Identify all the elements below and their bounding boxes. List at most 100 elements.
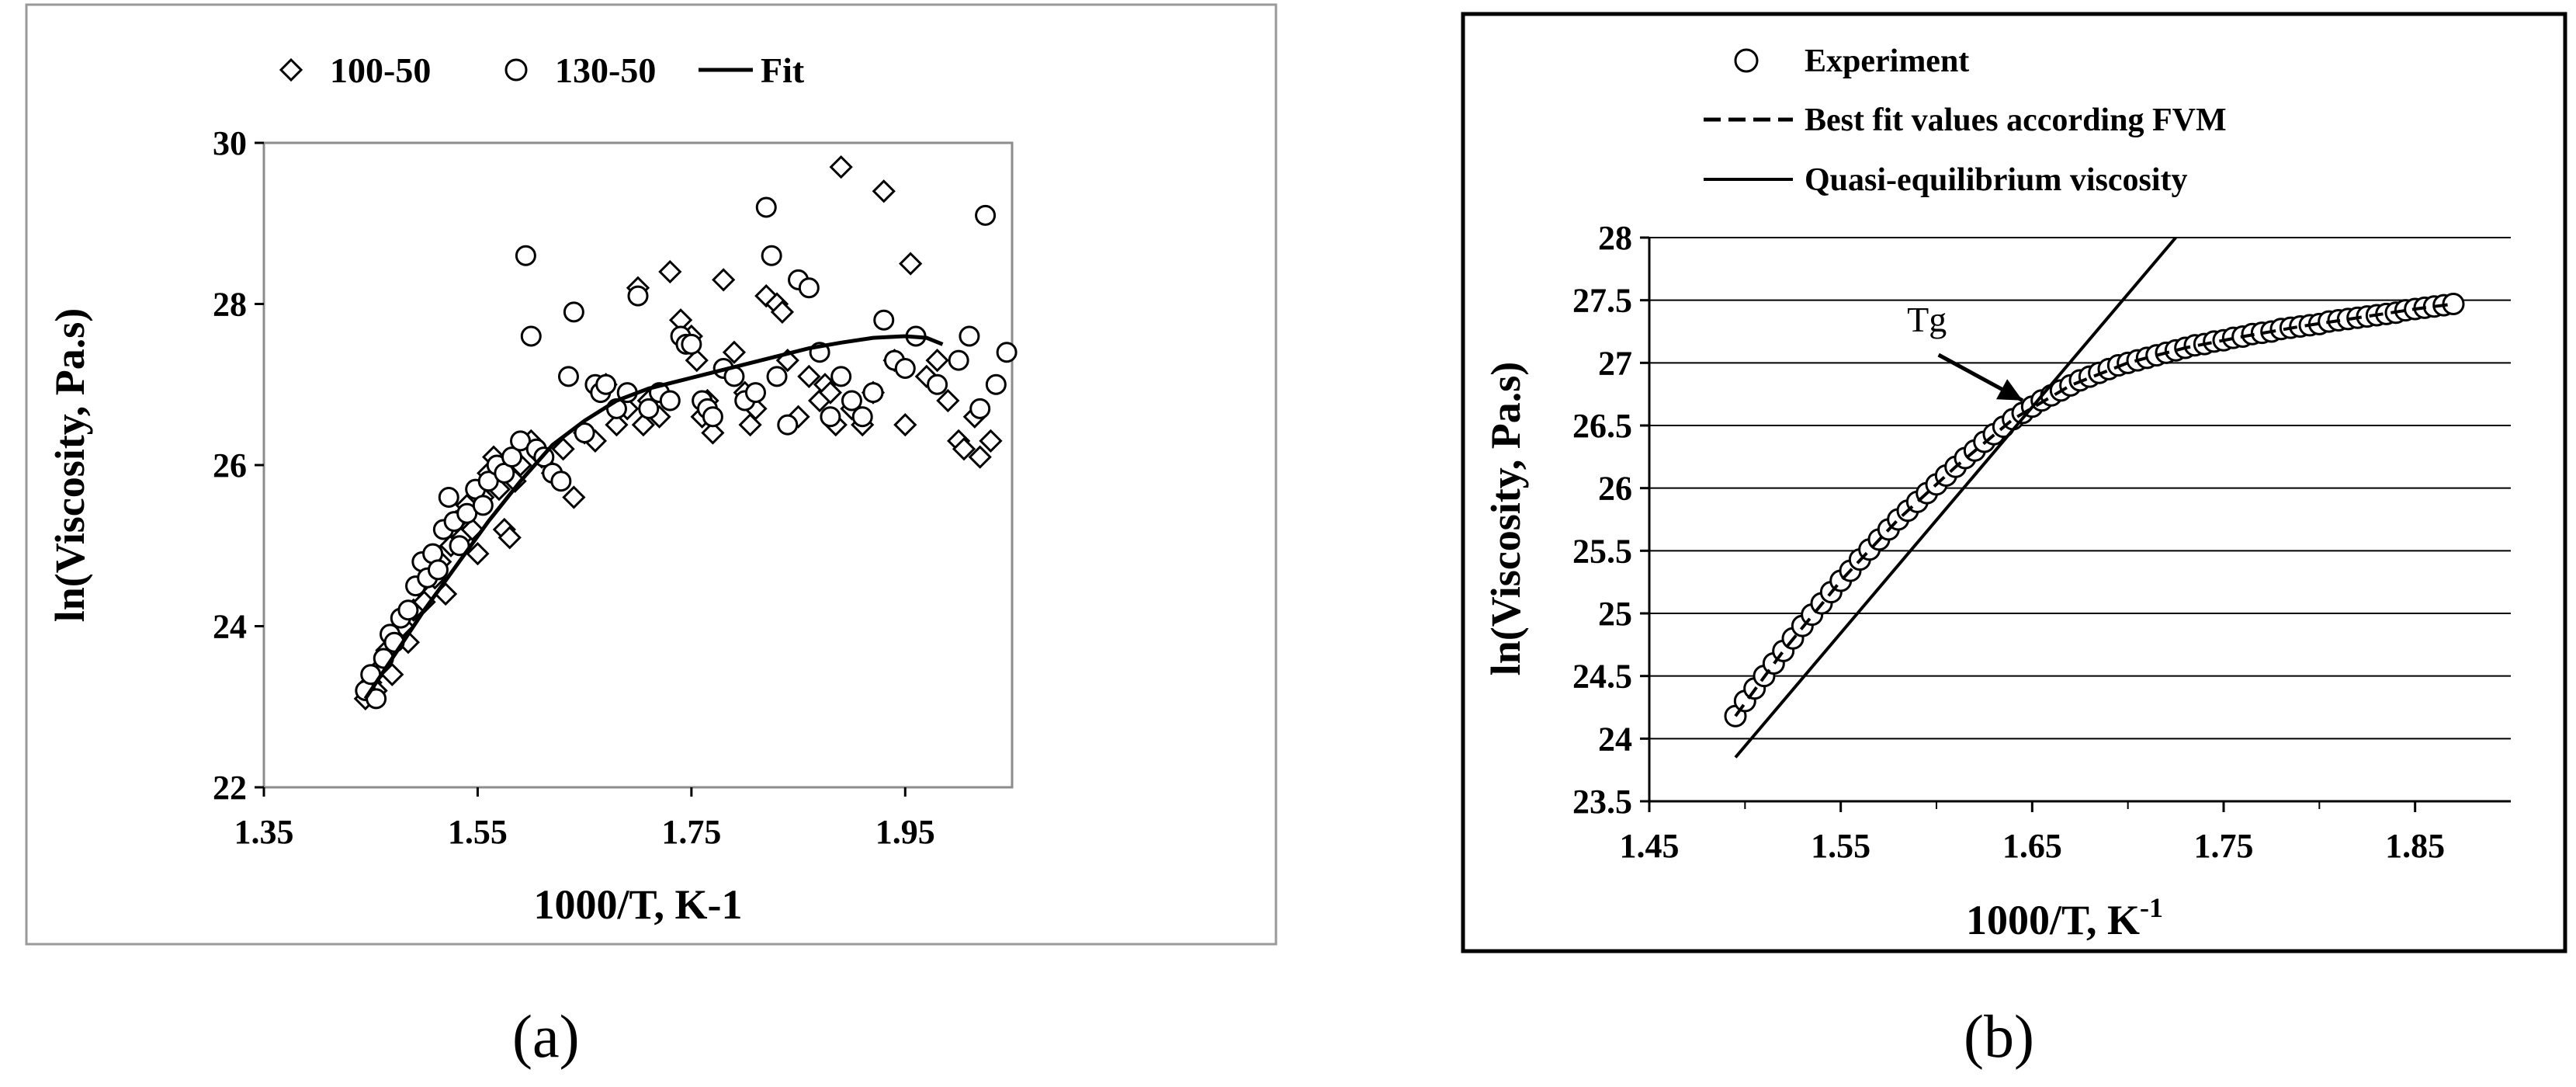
chart-b-y-tick-label: 24.5 <box>1572 658 1632 696</box>
chart-a-diamond-point <box>605 413 629 437</box>
chart-b-y-tick-label: 27 <box>1598 344 1632 382</box>
chart-a-y-axis-label: ln(Viscosity, Pa.s) <box>47 308 93 623</box>
chart-a-circle-point <box>510 430 532 452</box>
chart-a-legend-circle-icon <box>504 58 528 82</box>
chart-a-diamond-point <box>658 259 682 284</box>
chart-a-y-tick-label: 24 <box>213 608 247 646</box>
chart-a-circle-point <box>744 382 766 404</box>
chart-a-marks <box>353 155 1018 710</box>
chart-b-y-tick-label: 26 <box>1598 470 1632 508</box>
chart-a-y-ticks: 22 24 26 28 30 <box>213 124 264 807</box>
chart-a-diamond-point <box>893 413 917 437</box>
chart-a-circle-point <box>574 422 595 443</box>
chart-a-circle-point <box>638 398 660 419</box>
chart-a-legend: 100-50 130-50 Fit <box>279 50 805 90</box>
chart-b-y-tick-label: 23.5 <box>1572 783 1632 821</box>
chart-b-x-ticks: 1.45 1.55 1.65 1.75 1.85 <box>1620 801 2445 865</box>
chart-a-circle-point <box>755 196 777 218</box>
chart-b-axes <box>1648 238 2511 803</box>
chart-a-y-tick-label: 28 <box>213 286 247 324</box>
chart-a-circle-point <box>761 245 782 266</box>
chart-a-circle-point <box>515 245 536 266</box>
chart-a-diamond-point <box>551 437 575 461</box>
chart-a-circle-point <box>456 502 478 524</box>
chart-a-legend-label: 130-50 <box>555 50 656 90</box>
chart-a-legend-item-3: Fit <box>699 50 805 90</box>
chart-b-x-tick-label: 1.55 <box>1811 827 1870 865</box>
chart-a-circle-point <box>520 325 542 347</box>
chart-a-circle-point <box>996 342 1018 363</box>
chart-a-diamond-point <box>925 349 949 373</box>
panel-label-b: (b) <box>1964 1002 2034 1070</box>
panel-label-a: (a) <box>512 1002 580 1070</box>
chart-a-x-tick-label: 1.75 <box>661 813 721 851</box>
chart-a-diamond-point <box>872 179 896 203</box>
chart-a-diamond-point <box>899 252 923 276</box>
chart-a-legend-item-2: 130-50 <box>504 50 656 90</box>
chart-b-outer-frame <box>1461 12 2567 953</box>
chart-a-diamond-point <box>562 485 586 509</box>
chart-b-legend-circle-icon <box>1734 48 1759 73</box>
chart-b-series-3 <box>1734 238 2177 759</box>
chart-b-y-tick-label: 27.5 <box>1572 282 1632 320</box>
chart-a-diamond-point <box>979 429 1003 453</box>
chart-a-diamond-point <box>498 526 522 550</box>
chart-a-circle-point <box>820 406 841 428</box>
chart-b-x-tick-label: 1.45 <box>1620 827 1680 865</box>
chart-a-diamond-point <box>818 380 843 405</box>
chart-a-y-tick-label: 26 <box>213 446 247 484</box>
chart-a-circle-point <box>948 349 969 371</box>
chart-a-circle-point <box>959 325 980 347</box>
chart-a-legend-diamond-icon <box>279 57 303 82</box>
chart-a-x-tick-label: 1.55 <box>448 813 508 851</box>
chart-b-y-tick-label: 26.5 <box>1572 407 1632 445</box>
chart-a-circle-point <box>873 309 895 331</box>
chart-a-series-2 <box>355 196 1018 710</box>
chart-b-y-tick-label: 25 <box>1598 595 1632 633</box>
chart-a-x-ticks: 1.35 1.55 1.75 1.95 <box>234 787 935 851</box>
chart-panel-b: 23.5 24 24.5 25 25.5 26 26.5 27 27.5 28 1.45 1.55 1… <box>1461 12 2567 953</box>
chart-a-circle-point <box>627 285 649 307</box>
chart-a-circle-point <box>438 487 459 508</box>
chart-a-diamond-point <box>797 364 821 388</box>
chart-b-y-axis-label: ln(Viscosity, Pa.s) <box>1482 362 1529 676</box>
chart-a-diamond-point <box>466 542 490 566</box>
chart-b-series-2 <box>1734 302 2454 717</box>
chart-b-legend-label: Experiment <box>1805 43 1969 79</box>
chart-a-circle-point <box>766 366 788 387</box>
chart-b-x-tick-label: 1.75 <box>2194 827 2254 865</box>
chart-b-y-tick-label: 25.5 <box>1572 532 1632 570</box>
chart-a-y-tick-label: 22 <box>213 769 247 807</box>
chart-a-circle-point <box>894 358 916 379</box>
chart-a-circle-point <box>557 366 579 387</box>
chart-a-circle-point <box>681 333 702 355</box>
chart-b-legend-label: Best fit values according FVM <box>1805 102 2227 138</box>
chart-a-circle-point <box>830 366 852 387</box>
chart-a-diamond-point <box>685 349 709 373</box>
chart-a-diamond-point <box>712 268 736 292</box>
chart-a-circle-point <box>985 373 1007 395</box>
chart-b-legend-item-1: Experiment <box>1734 43 1969 79</box>
chart-a-x-axis-label: 1000/T, K-1 <box>534 881 743 928</box>
chart-b-y-tick-label: 24 <box>1598 720 1632 758</box>
chart-a-fit-line <box>363 334 944 700</box>
chart-a-circle-point <box>969 398 991 419</box>
chart-a-diamond-point <box>968 445 992 469</box>
chart-a-diamond-point <box>722 340 747 364</box>
chart-a-circle-point <box>975 204 997 226</box>
chart-b-x-axis-label-main: 1000/T, K <box>1966 897 2140 943</box>
chart-a-circle-point <box>777 414 799 436</box>
chart-b-gridlines <box>1649 237 2511 740</box>
chart-b-x-tick-label: 1.65 <box>2002 827 2062 865</box>
chart-a-series-3 <box>363 334 944 700</box>
chart-a-circle-point <box>927 373 948 395</box>
chart-b-legend: Experiment Best fit values according FVM Q… <box>1704 43 2227 198</box>
chart-b-y-tick-label: 28 <box>1598 219 1632 257</box>
chart-b-x-axis-label: 1000/T, K-1 <box>1966 892 2163 943</box>
chart-a-legend-label: 100-50 <box>330 50 431 90</box>
chart-a-circle-point <box>427 559 449 581</box>
chart-a-circle-point <box>563 301 584 323</box>
chart-a-diamond-point <box>936 388 960 413</box>
chart-a-circle-point <box>595 373 617 395</box>
chart-a-circle-point <box>798 277 820 299</box>
